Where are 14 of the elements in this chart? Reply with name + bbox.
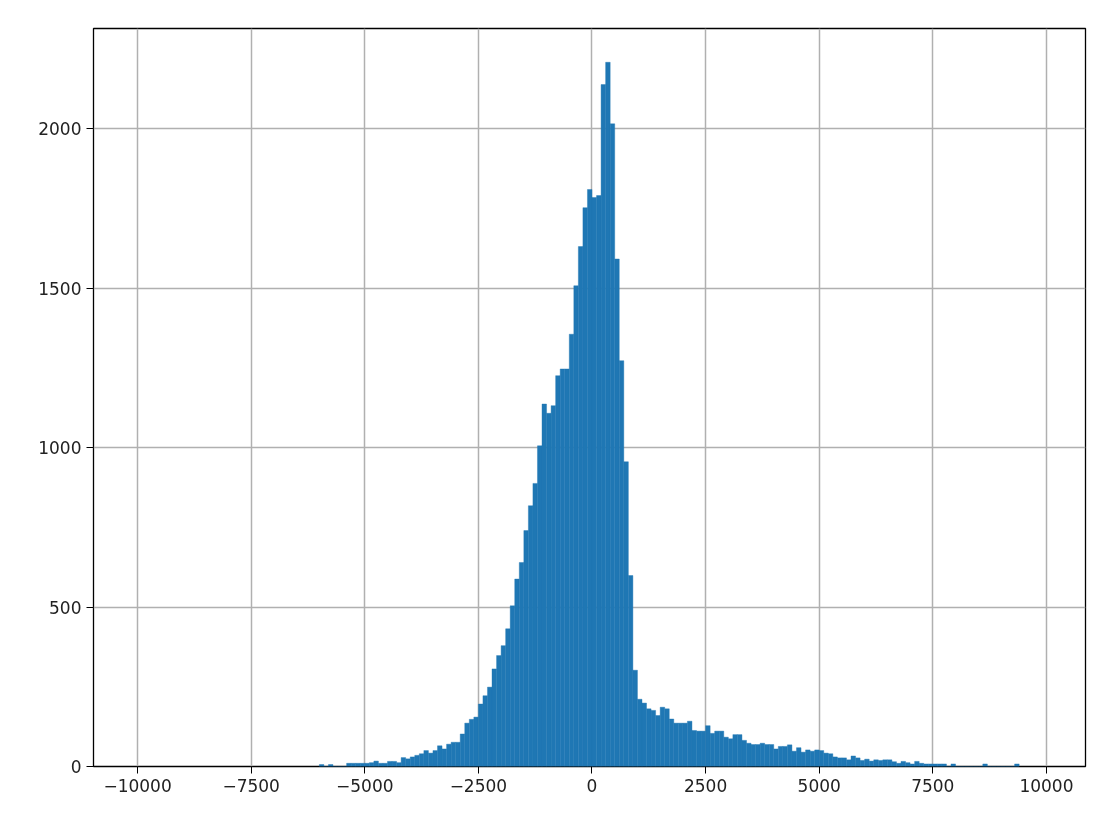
x-tick-label: −5000	[336, 775, 394, 796]
x-tick-label: 2500	[683, 775, 728, 796]
x-tick-label: −10000	[103, 775, 172, 796]
x-tick-label: 7500	[911, 775, 955, 796]
y-tick-label: 500	[49, 597, 82, 618]
x-tick-label: −7500	[222, 775, 280, 796]
x-tick-label: 0	[586, 775, 598, 796]
y-tick-label: 0	[70, 757, 82, 777]
x-tick-label: 10000	[1019, 775, 1074, 796]
y-tick-label: 1500	[38, 278, 82, 299]
x-tick-label: −2500	[449, 775, 508, 796]
y-tick-label: 2000	[38, 119, 82, 140]
y-tick-label: 1000	[38, 438, 82, 459]
x-tick-label: 5000	[797, 775, 841, 796]
